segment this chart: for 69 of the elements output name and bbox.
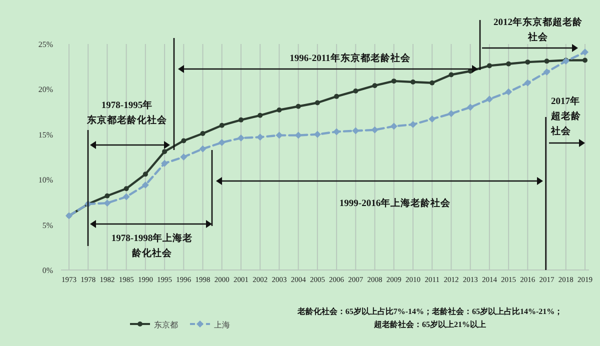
- point: [524, 79, 532, 86]
- point: [334, 94, 340, 99]
- point: [124, 186, 129, 192]
- y-tick-label: 20%: [38, 85, 54, 94]
- point: [238, 134, 244, 142]
- annotation: 超老龄: [550, 110, 582, 122]
- annotation: 东京都老龄化社会: [86, 114, 168, 126]
- point: [448, 72, 454, 78]
- point: [371, 126, 378, 134]
- y-tick-label: 15%: [38, 130, 54, 140]
- text: 超老龄社会：65岁以上21%以上: [373, 320, 486, 329]
- point: [122, 193, 130, 200]
- point: [505, 88, 512, 96]
- annotation: 龄化社会: [131, 247, 173, 259]
- point: [162, 149, 168, 154]
- point: [142, 172, 148, 177]
- point: [391, 78, 396, 84]
- point: [410, 79, 416, 84]
- point: [543, 68, 550, 76]
- point: [219, 122, 224, 128]
- point: [430, 80, 435, 86]
- point: [181, 138, 186, 144]
- annotation: 社会: [550, 125, 572, 137]
- point: [486, 63, 492, 68]
- y-tick-label: 25%: [38, 40, 54, 49]
- legend-label: 东京都: [154, 320, 178, 330]
- point: [486, 96, 493, 103]
- point: [218, 139, 226, 146]
- point: [200, 130, 206, 136]
- point: [352, 127, 360, 134]
- point: [428, 116, 436, 123]
- point: [506, 61, 512, 66]
- point: [296, 104, 301, 109]
- point: [333, 128, 340, 136]
- point: [353, 88, 358, 94]
- point: [544, 58, 550, 64]
- annotation: 1999-2016年上海老龄社会: [339, 197, 452, 209]
- annotation: 2017年: [551, 95, 580, 107]
- point: [180, 154, 188, 160]
- annotation: 1978-1998年上海老: [111, 232, 193, 244]
- point: [276, 132, 283, 139]
- point: [104, 200, 111, 207]
- point: [582, 48, 588, 56]
- y-tick-label: 10%: [38, 176, 54, 185]
- point: [582, 58, 588, 63]
- y-tick-label: 5%: [42, 220, 54, 230]
- point: [314, 100, 320, 106]
- legend-label: 上海: [214, 320, 230, 330]
- point: [238, 117, 244, 122]
- point: [410, 120, 416, 128]
- point: [199, 145, 206, 152]
- point: [104, 193, 110, 198]
- point: [390, 122, 398, 130]
- point: [466, 104, 474, 111]
- annotation: 1996-2011年东京都老龄社会: [290, 52, 412, 64]
- point: [525, 60, 530, 65]
- point: [258, 112, 263, 118]
- point: [372, 83, 378, 88]
- point: [294, 132, 302, 139]
- text: 老龄化社会：65岁以上占比7%-14%；老龄社会：65岁以上占比14%-21%；: [296, 307, 563, 316]
- text: 社会: [527, 31, 549, 43]
- point: [256, 134, 264, 141]
- point: [448, 110, 455, 118]
- text: 2012年东京都超老龄: [494, 16, 584, 28]
- y-tick-label: 0%: [42, 266, 54, 275]
- annotation: 1978-1995年: [101, 99, 153, 111]
- point: [142, 182, 149, 189]
- point: [276, 107, 282, 112]
- point: [161, 160, 168, 167]
